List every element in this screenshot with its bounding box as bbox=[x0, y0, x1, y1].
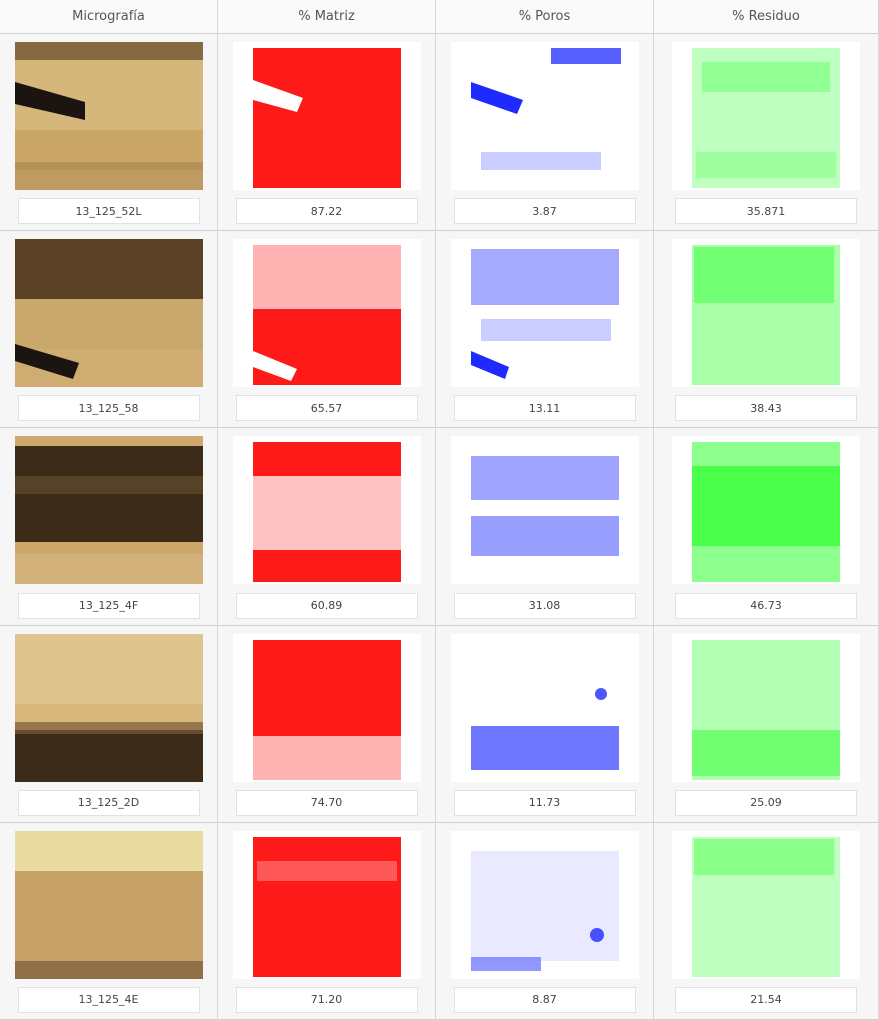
residuo-map-image bbox=[672, 239, 860, 388]
row-5-poros-value: 8.87 bbox=[453, 986, 636, 1013]
row-2-micrograph-cell: 13_125_58 bbox=[0, 231, 218, 429]
residuo-map-image bbox=[672, 436, 860, 585]
poros-map-image bbox=[450, 436, 639, 585]
row-4-residuo-value: 25.09 bbox=[675, 789, 857, 816]
row-1-micrograph-cell: 13_125_52L bbox=[0, 34, 218, 232]
poros-map-image bbox=[450, 633, 639, 782]
header-matriz: % Matriz bbox=[218, 0, 436, 34]
header-residuo: % Residuo bbox=[654, 0, 879, 34]
row-3-poros-value: 31.08 bbox=[453, 592, 636, 619]
row-1-poros-cell: 3.87 bbox=[436, 34, 654, 232]
row-3-residuo-cell: 46.73 bbox=[654, 428, 879, 626]
row-1-poros-value: 3.87 bbox=[453, 198, 636, 225]
row-1-residuo-value: 35.871 bbox=[675, 198, 857, 225]
micrograph-image bbox=[14, 42, 203, 190]
matriz-map-image bbox=[232, 239, 421, 388]
row-4-matriz-value: 74.70 bbox=[235, 789, 418, 816]
row-5-matriz-cell: 71.20 bbox=[218, 822, 436, 1020]
row-4-micrograph-cell: 13_125_2D bbox=[0, 625, 218, 823]
matriz-map-image bbox=[232, 42, 421, 190]
header-poros: % Poros bbox=[436, 0, 654, 34]
poros-map-image bbox=[450, 830, 639, 979]
micrograph-image bbox=[14, 436, 203, 585]
row-1-label: 13_125_52L bbox=[17, 198, 200, 225]
row-4-residuo-cell: 25.09 bbox=[654, 625, 879, 823]
matriz-map-image bbox=[232, 436, 421, 585]
poros-map-image bbox=[450, 42, 639, 190]
row-4-poros-cell: 11.73 bbox=[436, 625, 654, 823]
row-3-label: 13_125_4F bbox=[17, 592, 200, 619]
residuo-map-image bbox=[672, 42, 860, 190]
row-3-matriz-cell: 60.89 bbox=[218, 428, 436, 626]
micrograph-image bbox=[14, 239, 203, 388]
row-5-poros-cell: 8.87 bbox=[436, 822, 654, 1020]
row-4-label: 13_125_2D bbox=[17, 789, 200, 816]
header-micrografia: Micrografía bbox=[0, 0, 218, 34]
row-5-micrograph-cell: 13_125_4E bbox=[0, 822, 218, 1020]
row-2-matriz-value: 65.57 bbox=[235, 395, 418, 422]
poros-map-image bbox=[450, 239, 639, 388]
row-3-residuo-value: 46.73 bbox=[675, 592, 857, 619]
row-1-residuo-cell: 35.871 bbox=[654, 34, 879, 232]
row-2-poros-cell: 13.11 bbox=[436, 231, 654, 429]
matriz-map-image bbox=[232, 830, 421, 979]
residuo-map-image bbox=[672, 633, 860, 782]
micrograph-image bbox=[14, 633, 203, 782]
row-3-poros-cell: 31.08 bbox=[436, 428, 654, 626]
row-3-micrograph-cell: 13_125_4F bbox=[0, 428, 218, 626]
row-2-residuo-value: 38.43 bbox=[675, 395, 857, 422]
row-2-matriz-cell: 65.57 bbox=[218, 231, 436, 429]
row-5-matriz-value: 71.20 bbox=[235, 986, 418, 1013]
row-1-matriz-cell: 87.22 bbox=[218, 34, 436, 232]
row-5-residuo-cell: 21.54 bbox=[654, 822, 879, 1020]
residuo-map-image bbox=[672, 830, 860, 979]
row-2-residuo-cell: 38.43 bbox=[654, 231, 879, 429]
row-4-matriz-cell: 74.70 bbox=[218, 625, 436, 823]
row-5-residuo-value: 21.54 bbox=[675, 986, 857, 1013]
micrograph-image bbox=[14, 830, 203, 979]
row-2-label: 13_125_58 bbox=[17, 395, 200, 422]
row-3-matriz-value: 60.89 bbox=[235, 592, 418, 619]
row-1-matriz-value: 87.22 bbox=[235, 198, 418, 225]
row-5-label: 13_125_4E bbox=[17, 986, 200, 1013]
matriz-map-image bbox=[232, 633, 421, 782]
row-4-poros-value: 11.73 bbox=[453, 789, 636, 816]
row-2-poros-value: 13.11 bbox=[453, 395, 636, 422]
